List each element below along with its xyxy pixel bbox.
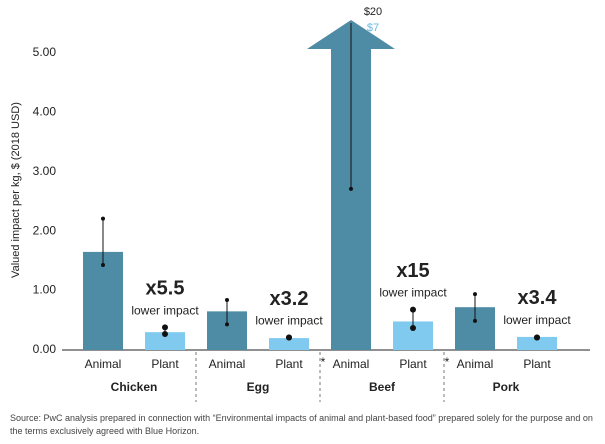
- y-tick-label: 5.00: [33, 45, 57, 59]
- y-axis-label: Valued impact per kg, $ (2018 USD): [10, 102, 22, 278]
- error-low: [162, 330, 168, 337]
- ratio: x3.2: [270, 288, 309, 310]
- chart: Valued impact per kg, $ (2018 USD) 0.00 1…: [10, 6, 590, 402]
- source-note: Source: PwC analysis prepared in connect…: [10, 413, 593, 436]
- error-high: [286, 334, 292, 341]
- category-label: Egg: [247, 380, 270, 394]
- bar-label: Animal: [209, 357, 246, 371]
- error-high: [101, 216, 105, 221]
- note-mark: *: [321, 355, 326, 369]
- y-tick-label: 4.00: [33, 104, 57, 118]
- ratio-caption: lower impact: [503, 313, 571, 327]
- y-tick-label: 1.00: [33, 283, 57, 297]
- bar-label: Plant: [399, 357, 427, 371]
- error-high: [534, 334, 540, 341]
- high-label: $20: [364, 6, 382, 18]
- bar-label: Animal: [457, 357, 494, 371]
- bar-label: Animal: [85, 357, 122, 371]
- bar: [83, 251, 123, 350]
- ratio-caption: lower impact: [131, 304, 199, 318]
- note-mark: *: [445, 355, 450, 369]
- y-tick-label: 0.00: [33, 342, 57, 356]
- error-low: [225, 322, 229, 327]
- error-high: [162, 324, 168, 331]
- error-low: [473, 318, 477, 323]
- category-label: Pork: [493, 380, 520, 394]
- category-label: Beef: [369, 380, 396, 394]
- ratio: x15: [396, 260, 429, 282]
- error-low: [410, 325, 416, 332]
- bar: [145, 332, 185, 350]
- error-high: [225, 298, 229, 303]
- error-low: [101, 262, 105, 267]
- category-label: Chicken: [111, 380, 158, 394]
- error-low: [349, 186, 353, 191]
- y-tick-label: 2.00: [33, 223, 57, 237]
- ratio: x3.4: [518, 287, 558, 309]
- y-tick-label: 3.00: [33, 164, 57, 178]
- bar: [517, 336, 557, 350]
- ratio-caption: lower impact: [379, 286, 447, 300]
- bar-label: Plant: [275, 357, 303, 371]
- bar: [269, 338, 309, 350]
- ratio-caption: lower impact: [255, 314, 323, 328]
- bar-label: Plant: [151, 357, 179, 371]
- ratio: x5.5: [146, 278, 185, 300]
- bar-label: Animal: [333, 357, 370, 371]
- bar-label: Plant: [523, 357, 551, 371]
- error-high: [473, 292, 477, 297]
- value-label: $7: [367, 22, 379, 34]
- error-high: [410, 306, 416, 313]
